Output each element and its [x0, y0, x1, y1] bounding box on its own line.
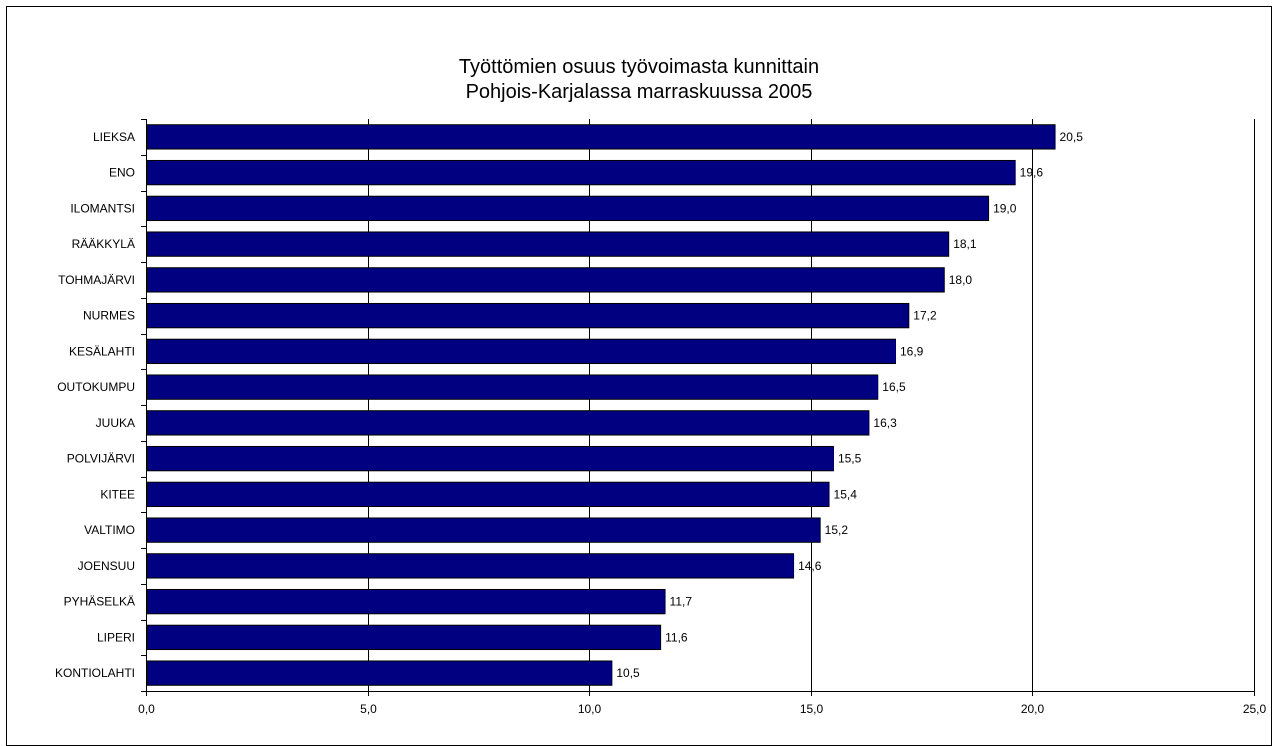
chart-title-line: Työttömien osuus työvoimasta kunnittain: [458, 56, 820, 78]
category-label-0: LIEKSA: [93, 130, 135, 144]
bar-chart: 0,0 5,0 10,0 15,0 20,0 25,0 LIEKSA 20,5 ENO 19,6 I…: [55, 119, 1267, 716]
bar-7: [146, 374, 879, 400]
category-label-1: ENO: [109, 166, 135, 180]
x-tick-label-0: 0,0: [138, 702, 155, 716]
category-label-9: POLVIJÄRVI: [67, 452, 135, 466]
category-label-11: VALTIMO: [84, 523, 135, 537]
category-label-12: JOENSUU: [78, 559, 135, 573]
category-label-6: KESÄLAHTI: [69, 344, 135, 358]
bar-0: [146, 124, 1056, 150]
value-label-13: 11,7: [670, 595, 693, 609]
bar-12: [146, 553, 795, 579]
bar-15: [146, 660, 613, 686]
value-label-14: 11,6: [665, 630, 688, 644]
value-label-0: 20,5: [1060, 130, 1084, 144]
category-label-3: RÄÄKKYLÄ: [72, 237, 135, 251]
value-label-2: 19,0: [993, 201, 1017, 215]
value-label-12: 14,6: [798, 559, 822, 573]
bar-5: [146, 302, 910, 329]
value-label-9: 15,5: [838, 452, 862, 466]
value-label-5: 17,2: [913, 309, 937, 323]
x-tick-label-5: 25,0: [1243, 702, 1267, 716]
value-label-3: 18,1: [953, 237, 977, 251]
value-label-10: 15,4: [834, 487, 858, 501]
x-tick-label-4: 20,0: [1021, 702, 1045, 716]
bar-1: [146, 159, 1016, 186]
bar-9: [146, 445, 834, 472]
category-label-8: JUUKA: [96, 416, 135, 430]
bar-2: [146, 195, 990, 222]
value-label-11: 15,2: [825, 523, 849, 537]
bar-8: [146, 410, 870, 436]
category-label-4: TOHMAJÄRVI: [58, 273, 135, 287]
value-label-6: 16,9: [900, 344, 924, 358]
category-label-7: OUTOKUMPU: [57, 380, 135, 394]
bar-11: [146, 517, 821, 543]
category-label-5: NURMES: [83, 309, 135, 323]
value-label-8: 16,3: [873, 416, 897, 430]
category-label-13: PYHÄSELKÄ: [64, 595, 135, 609]
bar-13: [146, 588, 666, 615]
category-label-15: KONTIOLAHTI: [55, 666, 135, 680]
bar-6: [146, 338, 897, 365]
bar-4: [146, 267, 945, 293]
x-tick-label-3: 15,0: [800, 702, 824, 716]
value-label-15: 10,5: [616, 666, 640, 680]
bar-3: [146, 231, 950, 257]
chart-title: Työttömien osuus työvoimasta kunnittain …: [0, 55, 1278, 105]
x-tick-label-2: 10,0: [578, 702, 602, 716]
value-label-1: 19,6: [1020, 166, 1044, 180]
category-label-10: KITEE: [100, 487, 135, 501]
x-tick-label-1: 5,0: [360, 702, 377, 716]
category-label-14: LIPERI: [97, 630, 135, 644]
category-label-2: ILOMANTSI: [70, 201, 135, 215]
bar-14: [146, 624, 662, 651]
value-label-4: 18,0: [949, 273, 973, 287]
chart-subtitle-line: Pohjois-Karjalassa marraskuussa 2005: [465, 81, 813, 103]
bar-10: [146, 481, 830, 508]
value-label-7: 16,5: [882, 380, 906, 394]
